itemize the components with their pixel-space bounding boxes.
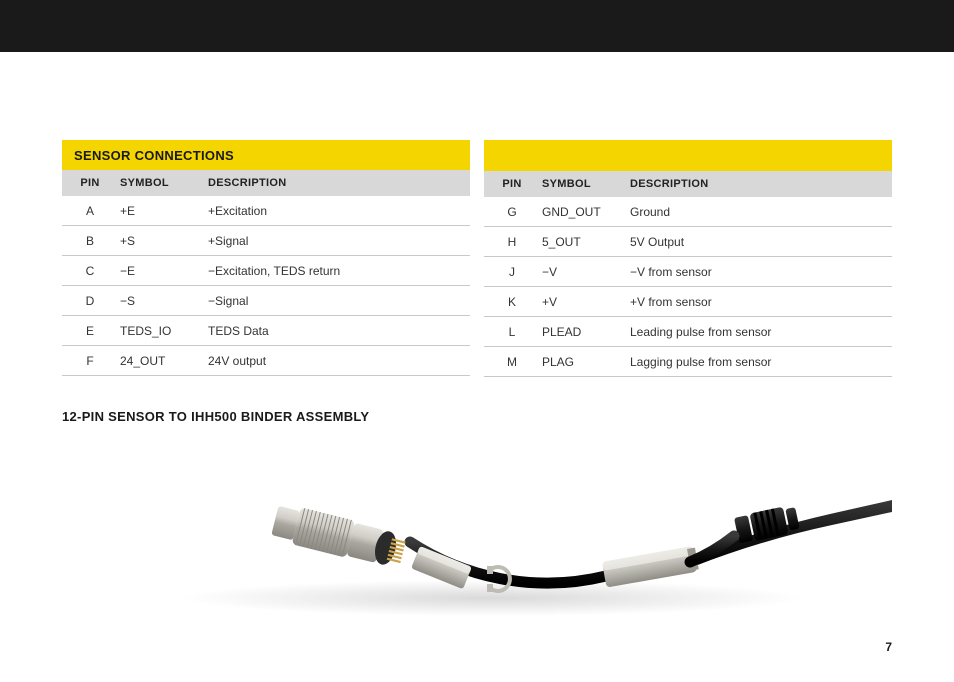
col-header-description: DESCRIPTION — [206, 177, 470, 189]
cell-description: TEDS Data — [206, 324, 470, 338]
table-right-column: PIN SYMBOL DESCRIPTION GGND_OUTGroundH5_… — [484, 140, 892, 377]
col-header-pin: PIN — [484, 178, 540, 190]
cell-description: −Excitation, TEDS return — [206, 264, 470, 278]
ferrule-right — [602, 546, 699, 588]
cell-pin: C — [62, 264, 118, 278]
cell-pin: E — [62, 324, 118, 338]
table-row: F24_OUT24V output — [62, 346, 470, 376]
cell-symbol: +E — [118, 204, 206, 218]
cell-pin: H — [484, 235, 540, 249]
table-title: SENSOR CONNECTIONS — [62, 140, 470, 170]
cell-symbol: −E — [118, 264, 206, 278]
cell-symbol: PLAG — [540, 355, 628, 369]
cell-description: −Signal — [206, 294, 470, 308]
sensor-connections-table: SENSOR CONNECTIONS PIN SYMBOL DESCRIPTIO… — [62, 140, 892, 377]
cell-pin: K — [484, 295, 540, 309]
top-bar — [0, 0, 954, 52]
cell-symbol: GND_OUT — [540, 205, 628, 219]
cell-description: +Excitation — [206, 204, 470, 218]
table-row: ETEDS_IOTEDS Data — [62, 316, 470, 346]
table-row: D−S−Signal — [62, 286, 470, 316]
content-area: SENSOR CONNECTIONS PIN SYMBOL DESCRIPTIO… — [0, 52, 954, 424]
cell-pin: J — [484, 265, 540, 279]
table-left-column: SENSOR CONNECTIONS PIN SYMBOL DESCRIPTIO… — [62, 140, 470, 377]
table-row: J−V−V from sensor — [484, 257, 892, 287]
table-title-spacer — [484, 140, 892, 171]
cell-pin: D — [62, 294, 118, 308]
cell-description: Ground — [628, 205, 892, 219]
col-header-description: DESCRIPTION — [628, 178, 892, 190]
cell-symbol: PLEAD — [540, 325, 628, 339]
cell-pin: G — [484, 205, 540, 219]
cell-description: 5V Output — [628, 235, 892, 249]
col-header-symbol: SYMBOL — [540, 178, 628, 190]
cell-description: +Signal — [206, 234, 470, 248]
cell-description: Leading pulse from sensor — [628, 325, 892, 339]
table-header-row: PIN SYMBOL DESCRIPTION — [62, 170, 470, 196]
table-left-body: A+E+ExcitationB+S+SignalC−E−Excitation, … — [62, 196, 470, 376]
cell-symbol: −S — [118, 294, 206, 308]
table-row: MPLAGLagging pulse from sensor — [484, 347, 892, 377]
cell-pin: A — [62, 204, 118, 218]
cell-symbol: −V — [540, 265, 628, 279]
cell-symbol: +V — [540, 295, 628, 309]
col-header-symbol: SYMBOL — [118, 177, 206, 189]
table-header-row: PIN SYMBOL DESCRIPTION — [484, 171, 892, 197]
cell-pin: M — [484, 355, 540, 369]
cell-description: +V from sensor — [628, 295, 892, 309]
table-row: LPLEADLeading pulse from sensor — [484, 317, 892, 347]
cell-pin: F — [62, 354, 118, 368]
cell-description: 24V output — [206, 354, 470, 368]
cable-assembly-svg — [62, 470, 892, 630]
cell-pin: B — [62, 234, 118, 248]
page-number: 7 — [885, 640, 892, 654]
table-row: K+V+V from sensor — [484, 287, 892, 317]
cable-assembly-figure — [0, 470, 954, 620]
section-title: 12-PIN SENSOR TO IHH500 BINDER ASSEMBLY — [62, 409, 892, 424]
cell-symbol: 5_OUT — [540, 235, 628, 249]
cell-description: −V from sensor — [628, 265, 892, 279]
cell-symbol: 24_OUT — [118, 354, 206, 368]
table-row: C−E−Excitation, TEDS return — [62, 256, 470, 286]
table-row: B+S+Signal — [62, 226, 470, 256]
cell-symbol: +S — [118, 234, 206, 248]
cell-description: Lagging pulse from sensor — [628, 355, 892, 369]
cable-gland — [734, 504, 800, 544]
table-row: GGND_OUTGround — [484, 197, 892, 227]
cell-symbol: TEDS_IO — [118, 324, 206, 338]
table-right-body: GGND_OUTGroundH5_OUT5V OutputJ−V−V from … — [484, 197, 892, 377]
col-header-pin: PIN — [62, 177, 118, 189]
table-row: H5_OUT5V Output — [484, 227, 892, 257]
binder-connector — [270, 502, 407, 571]
cell-pin: L — [484, 325, 540, 339]
table-row: A+E+Excitation — [62, 196, 470, 226]
